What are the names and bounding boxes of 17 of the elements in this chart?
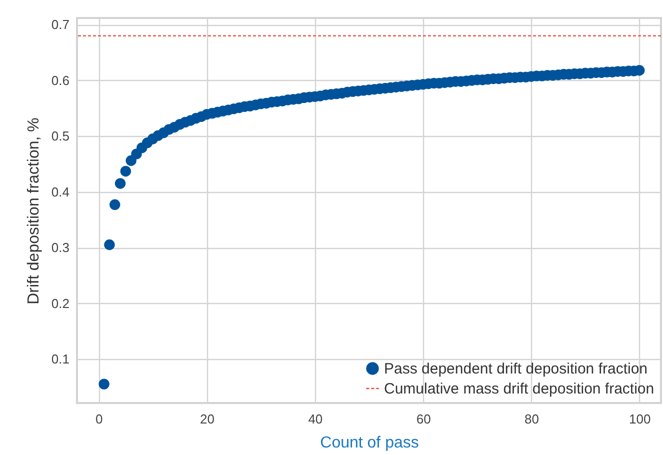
legend-label: Cumulative mass drift deposition fraction: [384, 380, 654, 398]
y-tick-label: 0.2: [51, 296, 70, 311]
x-tick-label: 80: [524, 412, 539, 426]
x-axis-title: Count of pass: [320, 434, 419, 452]
y-tick-label: 0.6: [51, 72, 70, 88]
y-tick-label: 0.3: [51, 240, 70, 256]
y-axis-title: Drift deposition fraction, %: [25, 118, 42, 304]
legend-label: Pass dependent drift deposition fraction: [384, 360, 648, 378]
y-tick-label: 0.5: [51, 128, 70, 144]
y-tick-label: 0.7: [51, 17, 70, 32]
x-tick-label: 60: [416, 412, 431, 426]
x-tick-label: 20: [200, 412, 215, 426]
x-tick-label: 100: [629, 412, 651, 426]
y-tick-label: 0.1: [51, 351, 70, 366]
x-tick-label: 0: [96, 412, 103, 426]
y-tick-label: 0.4: [51, 184, 70, 200]
x-tick-label: 40: [308, 412, 323, 426]
